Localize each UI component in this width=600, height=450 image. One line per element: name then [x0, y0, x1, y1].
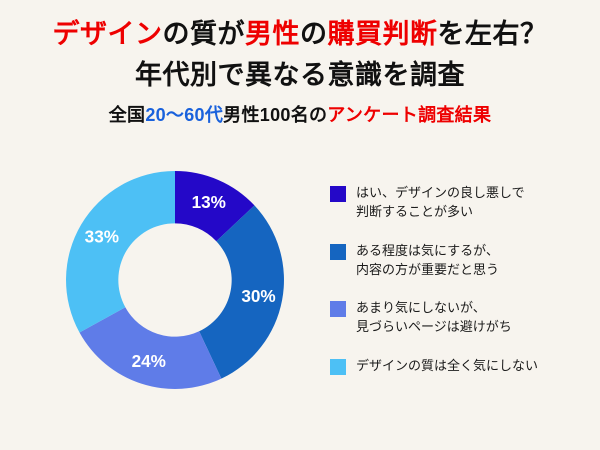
legend-label: はい、デザインの良し悪しで 判断することが多い: [356, 185, 525, 219]
donut-segment: [79, 307, 222, 389]
title-line-1: デザインの質が男性の購買判断を左右？: [0, 14, 600, 55]
donut-chart: 13% 30% 24% 33%: [66, 171, 284, 389]
legend-swatch: [330, 301, 346, 318]
title-segment: を左右？: [437, 19, 548, 49]
subtitle: 全国20〜60代男性100名のアンケート調査結果: [0, 101, 600, 127]
chart-legend: はい、デザインの良し悪しで 判断することが多い ある程度は気にするが、 内容の方が重要…: [330, 184, 538, 376]
legend-label: ある程度は気にするが、 内容の方が重要だと思う: [356, 242, 500, 277]
donut-segment: [199, 205, 284, 379]
title-segment: 購買判断: [327, 19, 438, 49]
percent-label: 13%: [192, 192, 226, 212]
legend-item: はい、デザインの良し悪しで 判断することが多い: [330, 184, 538, 222]
legend-swatch: [330, 359, 346, 376]
subtitle-segment: アンケート調査結果: [327, 105, 492, 125]
title-segment: の質が: [162, 19, 245, 49]
title-segment: デザイン: [52, 19, 163, 49]
title-line-2: 年代別で異なる意識を調査: [135, 59, 465, 90]
donut-segment: [175, 171, 255, 242]
page-title: デザインの質が男性の購買判断を左右？ 年代別で異なる意識を調査: [0, 14, 600, 95]
donut-segment: [66, 171, 175, 333]
legend-item: ある程度は気にするが、 内容の方が重要だと思う: [330, 242, 538, 280]
legend-swatch: [330, 186, 346, 203]
legend-item: デザインの質は全く気にしない: [330, 357, 538, 376]
legend-label: デザインの質は全く気にしない: [356, 358, 539, 374]
legend-item: あまり気にしないが、 見づらいページは避けがち: [330, 299, 538, 337]
legend-swatch: [330, 243, 346, 260]
chart-area: 13% 30% 24% 33% はい、デザインの良し悪しで 判断することが多い ある程度は…: [0, 169, 600, 391]
subtitle-segment: 男性100名の: [223, 105, 328, 125]
percent-label: 24%: [132, 351, 166, 371]
subtitle-segment: 全国: [108, 105, 146, 125]
legend-label: あまり気にしないが、 見づらいページは避けがち: [356, 300, 512, 335]
percent-label: 33%: [85, 227, 119, 247]
subtitle-segment: 20〜60代: [145, 105, 224, 125]
title-segment: の: [300, 19, 328, 49]
title-segment: 男性: [245, 19, 300, 49]
percent-label: 30%: [241, 286, 275, 306]
